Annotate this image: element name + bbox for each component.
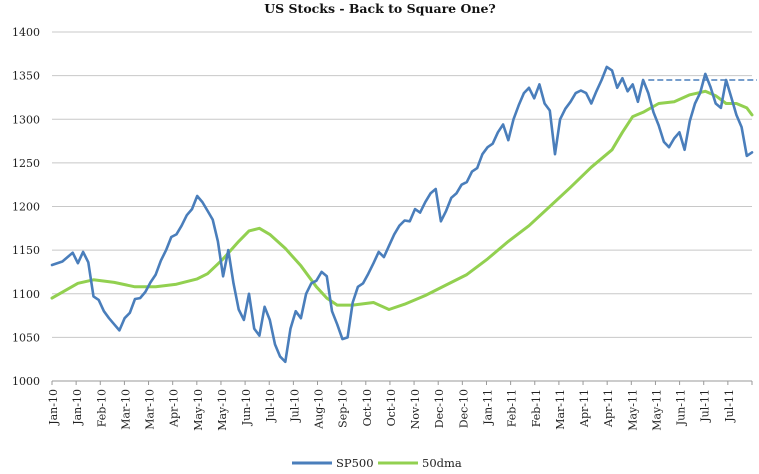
x-tick-label: Apr-11 — [578, 389, 591, 428]
x-tick-label: Nov-10 — [409, 389, 422, 429]
x-tick-label: Mar-11 — [554, 389, 567, 430]
x-tick-label: May-11 — [650, 389, 663, 431]
x-tick-label: Jul-11 — [699, 389, 712, 423]
x-tick-label: Oct-10 — [385, 389, 398, 426]
x-tick-label: Mar-10 — [144, 389, 157, 430]
x-tick-label: Dec-10 — [433, 389, 446, 428]
x-tick-label: Apr-11 — [602, 389, 615, 428]
legend-label-50dma: 50dma — [422, 456, 462, 470]
series-line-sp500 — [50, 65, 754, 364]
series-line-50dma — [50, 89, 754, 311]
x-tick-label: Aug-10 — [313, 389, 326, 430]
x-tick-label: Jun-10 — [240, 389, 253, 426]
gridlines — [52, 31, 752, 338]
x-tick-label: Jan-11 — [481, 389, 494, 426]
chart-title: US Stocks - Back to Square One? — [264, 1, 495, 16]
y-tick-label: 1100 — [12, 288, 40, 301]
x-tick-label: Apr-10 — [168, 389, 181, 428]
legend: SP500 50dma — [292, 456, 462, 470]
y-tick-label: 1300 — [12, 113, 40, 126]
x-tick-label: Jul-11 — [723, 389, 736, 423]
y-axis: 1000 1050 1100 1150 1200 1250 1300 1350 1400 — [12, 26, 40, 388]
plot-area — [50, 65, 757, 364]
x-tick-label: Sep-10 — [337, 389, 350, 428]
x-tick-label: Feb-10 — [95, 389, 108, 427]
x-tick-label: Jul-10 — [264, 389, 277, 423]
x-tick-label: Jun-11 — [675, 389, 688, 426]
legend-label-sp500: SP500 — [336, 456, 374, 470]
y-tick-label: 1350 — [12, 70, 40, 83]
x-axis: Jan-10 Jan-10 Feb-10 Mar-10 Mar-10 Apr-10 May-… — [47, 380, 753, 431]
x-tick-label: May-10 — [192, 389, 205, 431]
y-tick-label: 1150 — [12, 244, 40, 257]
x-tick-label: May-11 — [626, 389, 639, 431]
y-tick-label: 1050 — [12, 331, 40, 344]
y-tick-label: 1000 — [12, 375, 40, 388]
y-tick-label: 1400 — [12, 26, 40, 39]
x-tick-label: Dec-10 — [457, 389, 470, 428]
x-tick-label: May-10 — [216, 389, 229, 431]
y-tick-label: 1200 — [12, 201, 40, 214]
x-tick-label: Oct-10 — [361, 389, 374, 426]
x-tick-label: Feb-11 — [506, 389, 519, 427]
x-tick-label: Mar-10 — [119, 389, 132, 430]
x-tick-label: Jul-10 — [288, 389, 301, 423]
x-tick-label: Jan-10 — [47, 389, 60, 426]
x-tick-label: Feb-11 — [530, 389, 543, 427]
x-tick-label: Jan-10 — [71, 389, 84, 426]
y-tick-label: 1250 — [12, 157, 40, 170]
